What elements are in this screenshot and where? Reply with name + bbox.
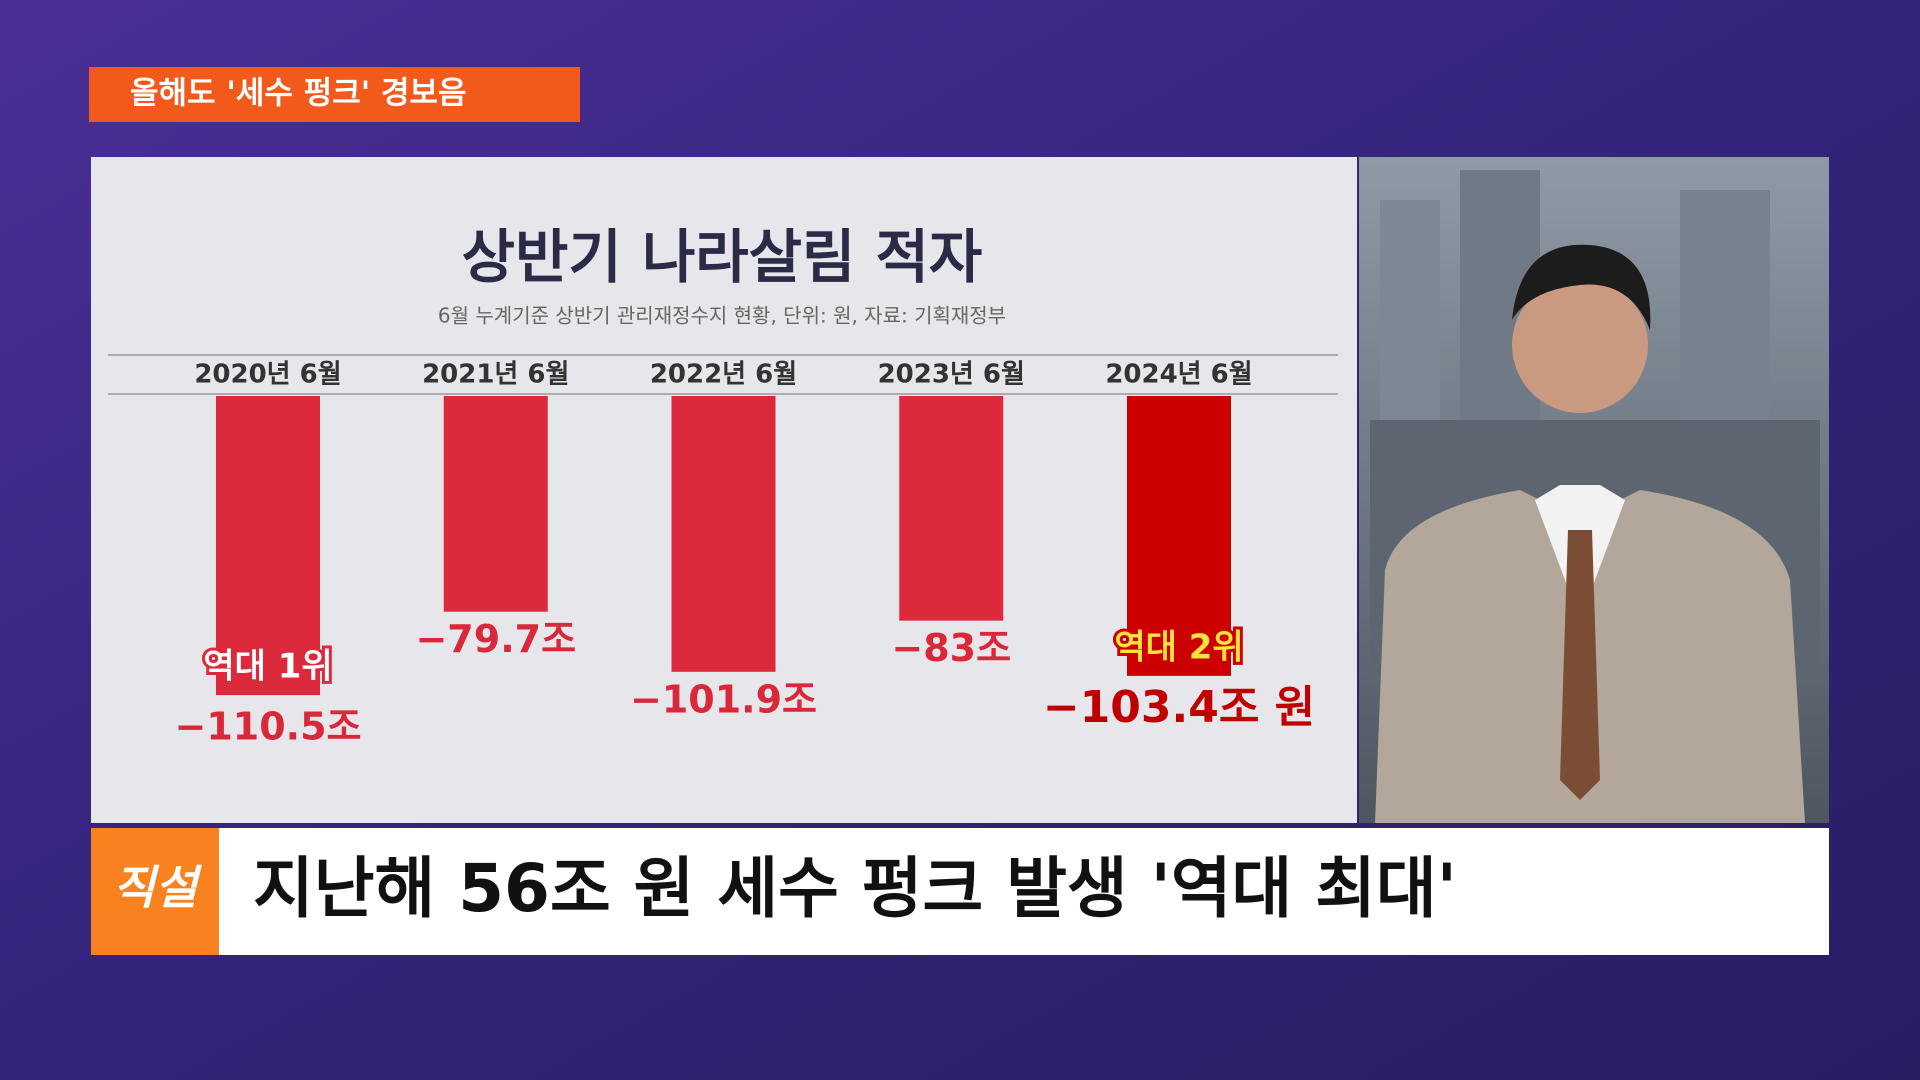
bar — [671, 396, 776, 672]
annotation: 역대 1위 — [203, 647, 332, 687]
tag-box — [89, 67, 580, 122]
camera-view — [1359, 157, 1829, 823]
value-label: −101.9조 — [630, 677, 817, 721]
chart-subtitle: 6월 누계기준 상반기 관리재정수지 현황, 단위: 원, 자료: 기획재정부 — [438, 304, 1006, 328]
caption-text: 지난해 56조 원 세수 펑크 발생 '역대 최대' — [253, 850, 1457, 927]
bar — [899, 396, 1004, 621]
x-tick-label: 2024년 6월 — [1105, 360, 1252, 390]
caption-box — [91, 828, 1829, 955]
bar — [216, 396, 320, 696]
logo-text: 직설 — [113, 861, 202, 915]
value-label: −79.7조 — [415, 617, 576, 661]
bar — [443, 396, 548, 612]
x-tick-label: 2020년 6월 — [194, 360, 341, 390]
value-label: −103.4조 원 — [1043, 682, 1315, 733]
x-tick-label: 2022년 6월 — [650, 360, 797, 390]
logo-box — [91, 828, 219, 955]
x-tick-label: 2023년 6월 — [878, 360, 1025, 390]
annotation: 역대 2위 — [1114, 627, 1243, 667]
bar — [1127, 396, 1231, 676]
value-label: −83조 — [891, 626, 1011, 670]
chart-title: 상반기 나라살림 적자 — [462, 223, 983, 291]
tag-text: 올해도 '세수 펑크' 경보음 — [130, 76, 467, 112]
value-label: −110.5조 — [175, 705, 362, 749]
x-tick-label: 2021년 6월 — [422, 360, 569, 390]
